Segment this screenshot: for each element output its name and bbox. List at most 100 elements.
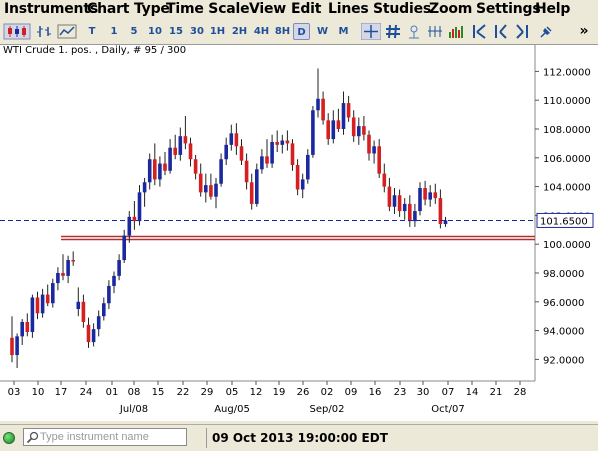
candle-body [20,321,24,337]
candle-body [183,136,188,144]
candle-body [142,182,147,193]
scroll-left-end-button[interactable] [470,23,490,40]
instrument-search-input[interactable] [40,430,184,444]
candle-body [153,159,157,180]
x-tick-label: 22 [177,387,190,398]
pin-button[interactable] [536,23,556,40]
scroll-left-button[interactable] [491,23,511,40]
grid-button[interactable] [383,23,403,40]
candle-body [25,321,30,333]
timeframe-5-button[interactable]: 5 [130,26,138,37]
candle-body [81,301,86,322]
chart-title: WTI Crude 1. pos. , Daily, # 95 / 300 [3,45,187,56]
timeframe-1-button[interactable]: 1 [110,26,118,37]
candle-body [357,126,361,137]
menu-zoom[interactable]: Zoom [429,1,473,17]
chart-type-line-button[interactable] [56,23,78,40]
candle-body [382,173,387,187]
timeframe-4h-button[interactable]: 4H [253,26,270,37]
candle-body [112,275,116,286]
menu-chart-type[interactable]: Chart Type [87,1,170,17]
chart-type-candle-button[interactable] [2,23,32,40]
timeframe-2h-button[interactable]: 2H [231,26,248,37]
candle-body [331,120,336,140]
menu-help[interactable]: Help [535,1,571,17]
timeframe-15-button[interactable]: 15 [169,26,183,37]
candle-body [418,188,422,212]
candle-body [163,163,167,171]
candle-body [178,136,183,155]
y-tick-label: 106.0000 [543,154,591,165]
candle-body [193,159,198,174]
candle-body [173,147,177,155]
candle-body [224,144,228,160]
candle-body [316,98,320,111]
candle-body [35,297,40,314]
menu-lines[interactable]: Lines [328,1,369,17]
candle-body [372,146,376,154]
candle-body [10,337,14,356]
candle-body [15,336,19,356]
candle-body [107,285,111,304]
candle-body [71,260,75,262]
y-tick-label: 92.0000 [543,355,584,366]
candle-body [367,134,371,154]
candle-body [168,147,172,171]
last-price-value: 101.6500 [540,216,588,227]
candle-body [76,301,81,309]
candle-body [290,143,295,165]
search-icon [26,431,39,444]
candle-body [40,294,45,314]
month-label: Aug/05 [214,404,250,415]
timeframe-w-button[interactable]: W [316,26,329,37]
x-tick-label: 28 [514,387,527,398]
crosshair-button[interactable] [360,23,382,40]
menu-edit[interactable]: Edit [291,1,322,17]
candle-body [198,173,203,193]
candle-body [336,120,341,129]
instrument-search-field[interactable] [23,428,187,446]
x-tick-label: 24 [80,387,93,398]
candle-body [362,126,366,135]
scale-button[interactable] [425,23,445,40]
timeframe-d-button[interactable]: D [293,23,310,40]
candle-body [132,216,137,222]
menu-view[interactable]: View [249,1,287,17]
price-chart[interactable]: 112.0000 110.0000 108.0000 106.0000 104.0000… [0,45,598,421]
x-tick-label: 05 [226,387,239,398]
menu-settings[interactable]: Settings [476,1,541,17]
chart-area[interactable]: 112.0000 110.0000 108.0000 106.0000 104.0000… [0,44,598,421]
scroll-right-button[interactable] [512,23,532,40]
candle-body [234,133,239,147]
timeframe-30-button[interactable]: 30 [190,26,204,37]
more-tools-button[interactable]: » [579,23,589,39]
timeframe-m-button[interactable]: M [338,26,349,37]
menu-instruments[interactable]: Instruments [4,1,98,17]
x-tick-label: 30 [417,387,430,398]
candle-body [127,216,132,236]
candle-body [147,159,152,183]
menu-time-scale[interactable]: Time Scale [166,1,250,17]
timeframe-8h-button[interactable]: 8H [274,26,291,37]
connection-status-icon [3,432,15,444]
candle-body [102,303,106,317]
y-tick-label: 104.0000 [543,183,591,194]
candle-body [244,160,249,183]
timeframe-10-button[interactable]: 10 [148,26,162,37]
chart-type-bar-button[interactable] [33,23,55,40]
timeframe-t-button[interactable]: T [88,26,96,37]
candle-body [122,235,126,261]
candle-body [91,329,96,343]
candle-body [219,159,223,184]
candle-body [30,297,35,333]
price-marker-button[interactable] [404,23,424,40]
month-label: Jul/08 [119,404,148,415]
candle-body [255,169,259,204]
menu-studies[interactable]: Studies [373,1,431,17]
candle-body [285,140,290,144]
volume-button[interactable] [446,23,466,40]
timeframe-1h-button[interactable]: 1H [209,26,226,37]
month-label: Sep/02 [310,404,345,415]
candle-body [280,140,285,145]
candle-body [392,195,397,207]
